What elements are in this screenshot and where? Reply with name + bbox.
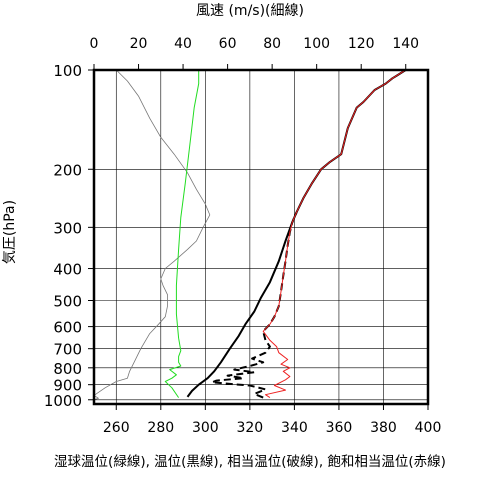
top-tick-label: 100 xyxy=(303,36,330,52)
top-tick-label: 140 xyxy=(392,36,419,52)
series-line-3 xyxy=(211,211,298,399)
x-tick-label: 380 xyxy=(370,420,397,436)
y-tick-label: 800 xyxy=(53,360,82,378)
x-tick-label: 320 xyxy=(236,420,263,436)
series-line-0 xyxy=(93,69,211,401)
x-tick-label: 400 xyxy=(415,420,442,436)
y-tick-label: 600 xyxy=(53,319,82,337)
top-tick-label: 60 xyxy=(219,36,237,52)
y-axis-title: 気圧(hPa) xyxy=(2,200,18,264)
top-tick-label: 20 xyxy=(130,36,148,52)
y-tick-label: 700 xyxy=(53,341,82,359)
y-tick-label: 900 xyxy=(53,377,82,395)
y-tick-label: 400 xyxy=(53,261,82,279)
plot-frame xyxy=(92,68,430,406)
x-axis-title: 湿球温位(緑線), 温位(黒線), 相当温位(破線), 飽和相当温位(赤線) xyxy=(54,454,446,470)
y-tick-label: 1000 xyxy=(44,392,82,410)
series-line-4 xyxy=(262,69,406,399)
top-tick-label: 0 xyxy=(90,36,99,52)
series-line-1 xyxy=(164,70,200,398)
y-tick-label: 500 xyxy=(53,292,82,310)
top-tick-label: 120 xyxy=(348,36,375,52)
top-tick-label: 40 xyxy=(174,36,192,52)
x-tick-label: 280 xyxy=(147,420,174,436)
series-layer xyxy=(93,69,407,401)
top-axis-title: 風速 (m/s)(細線) xyxy=(196,3,304,19)
x-tick-label: 260 xyxy=(103,420,130,436)
x-tick-label: 360 xyxy=(326,420,353,436)
x-tick-label: 300 xyxy=(192,420,219,436)
top-tick-label: 80 xyxy=(263,36,281,52)
y-tick-label: 200 xyxy=(53,161,82,179)
y-tick-label: 100 xyxy=(53,62,82,80)
series-line-2 xyxy=(186,69,407,398)
x-tick-label: 340 xyxy=(281,420,308,436)
y-tick-label: 300 xyxy=(53,219,82,237)
